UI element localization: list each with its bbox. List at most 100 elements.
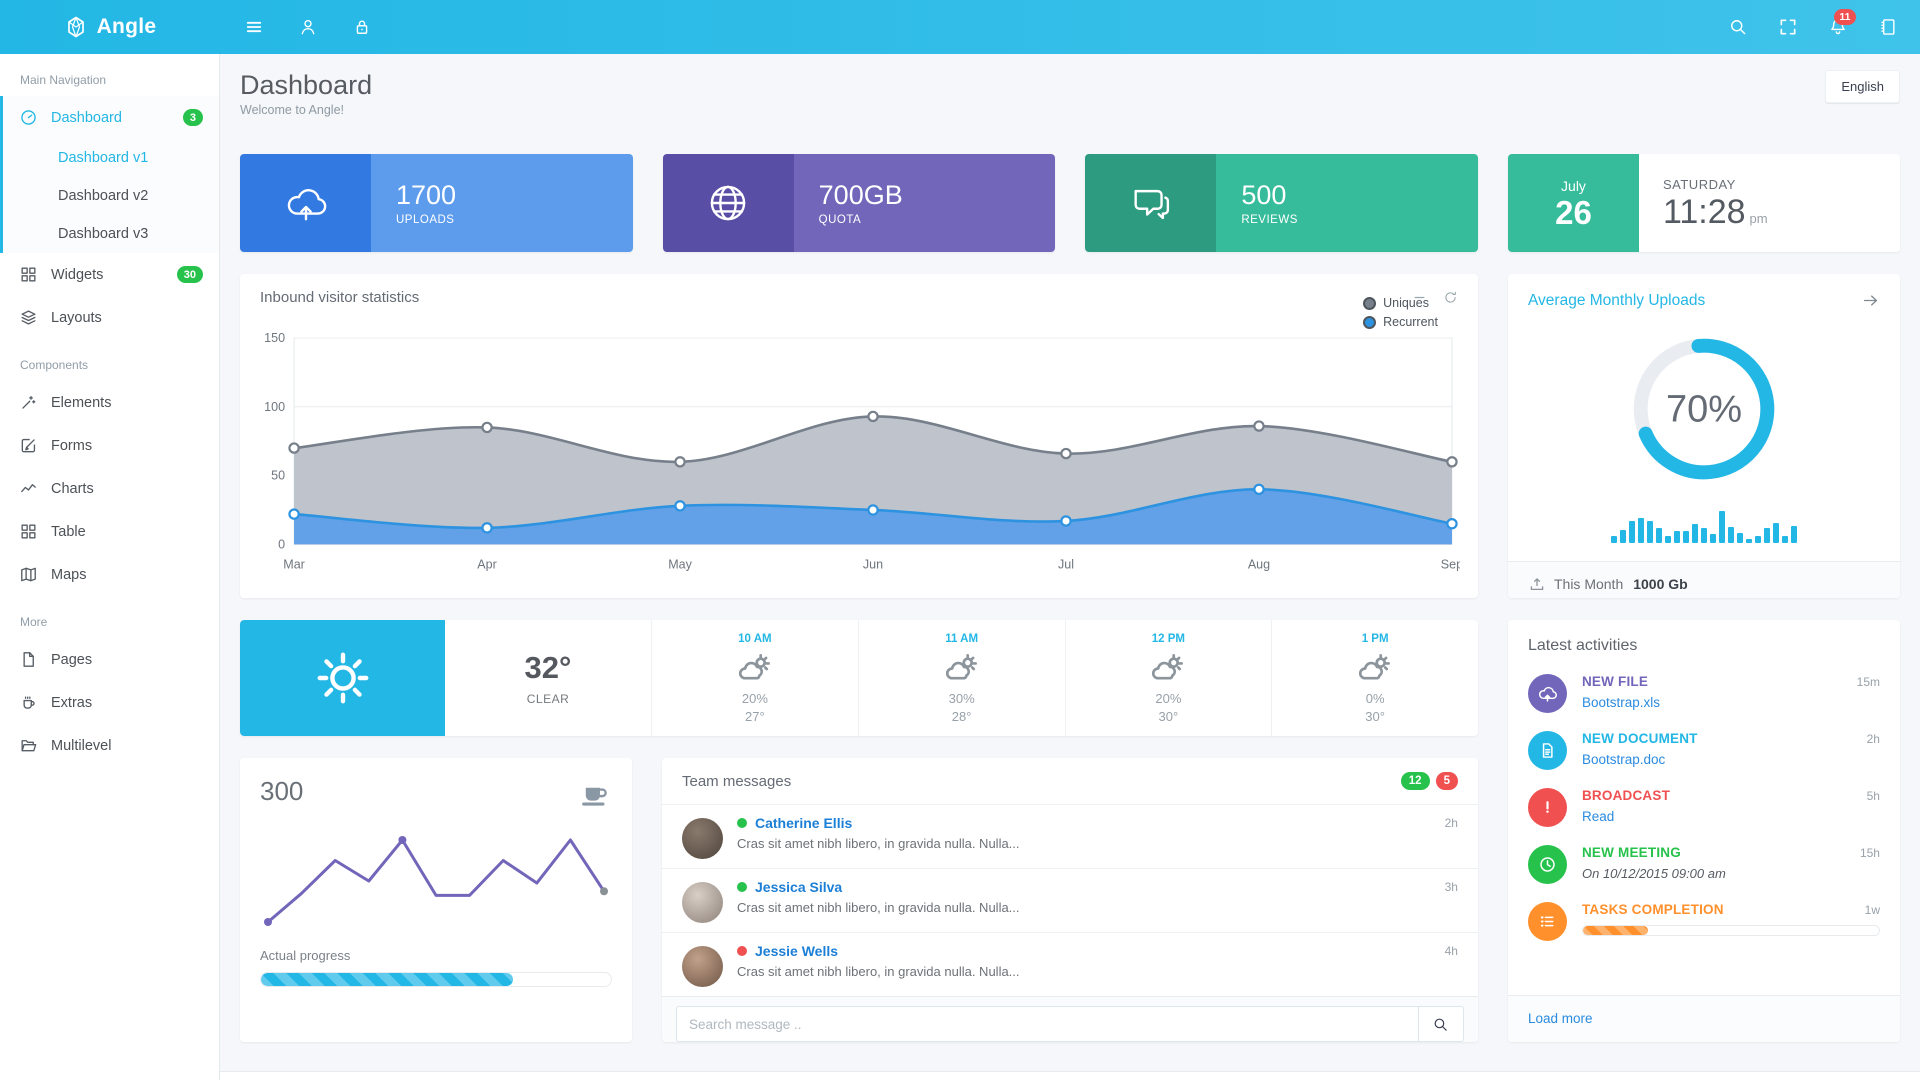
sidebar-item-pages[interactable]: Pages — [0, 638, 219, 681]
brand[interactable]: Angle — [0, 0, 220, 54]
chart-legend: Uniques Recurrent — [1363, 296, 1438, 329]
search-button[interactable] — [1716, 0, 1760, 54]
coffee-cup-icon — [578, 776, 612, 810]
sidebar-section-label: More — [20, 615, 48, 629]
spark-bar — [1646, 521, 1653, 543]
search-message-button[interactable] — [1417, 1006, 1464, 1042]
language-button[interactable]: English — [1825, 70, 1900, 103]
sidebar-item-label: Dashboard — [51, 109, 122, 126]
message-sender-name[interactable]: Jessica Silva — [755, 879, 843, 895]
message-time: 4h — [1444, 944, 1458, 958]
latest-activities-title: Latest activities — [1527, 637, 1638, 654]
activity-time: 2h — [1866, 732, 1880, 746]
legend-label: Uniques — [1383, 296, 1429, 310]
message-sender-name[interactable]: Jessie Wells — [755, 943, 839, 959]
weather-hour-time: 1 PM — [1361, 632, 1389, 645]
lock-screen-button[interactable] — [340, 0, 384, 54]
notebook-icon — [1878, 17, 1898, 37]
spark-bar — [1664, 535, 1671, 543]
weather-hour: 12 PM 20% 30° — [1064, 620, 1272, 736]
sidebar-subitem-dashboard-v3[interactable]: Dashboard v3 — [58, 226, 149, 242]
uploads-bar-sparkline — [1508, 511, 1900, 543]
message-sender-name[interactable]: Catherine Ellis — [755, 815, 853, 831]
activity-link[interactable]: Bootstrap.doc — [1581, 752, 1666, 767]
current-condition: CLEAR — [526, 692, 570, 706]
user-block-button[interactable] — [286, 0, 330, 54]
activity-title: TASKS COMPLETION — [1581, 902, 1724, 917]
sidebar-item-layouts[interactable]: Layouts — [0, 296, 219, 339]
status-dot — [737, 882, 747, 892]
spark-bar — [1628, 521, 1635, 543]
sidebar-subitem-dashboard-v1[interactable]: Dashboard v1 — [58, 150, 149, 166]
sidebar-toggle-button[interactable] — [232, 0, 276, 54]
actual-progress-bar — [260, 972, 612, 987]
sidebar-item-elements[interactable]: Elements — [0, 381, 219, 424]
arrow-right-icon[interactable] — [1861, 291, 1880, 310]
message-time: 3h — [1444, 880, 1458, 894]
average-uploads-title[interactable]: Average Monthly Uploads — [1527, 291, 1706, 309]
load-more-link[interactable]: Load more — [1527, 1011, 1593, 1026]
svg-text:Jun: Jun — [863, 557, 883, 571]
activity-title: NEW MEETING — [1581, 845, 1681, 860]
spark-bar — [1718, 511, 1725, 543]
sidebar-item-forms[interactable]: Forms — [0, 424, 219, 467]
messages-badge-red: 5 — [1435, 772, 1458, 790]
stat-value: 500 — [1241, 180, 1287, 210]
sidebar-item-label: Pages — [51, 651, 93, 668]
cloud-upload-icon — [283, 180, 329, 226]
sidebar-item-widgets[interactable]: Widgets 30 — [0, 253, 219, 296]
weather-hour: 1 PM 0% 30° — [1271, 620, 1478, 736]
spark-bar — [1610, 535, 1617, 543]
svg-text:Mar: Mar — [283, 557, 305, 571]
message-row[interactable]: Jessie Wells 4h Cras sit amet nibh liber… — [662, 933, 1478, 996]
activity-link[interactable]: Bootstrap.xls — [1581, 695, 1661, 710]
sidebar-item-maps[interactable]: Maps — [0, 553, 219, 596]
activity-row: NEW FILE 15m Bootstrap.xls — [1508, 665, 1900, 722]
weather-hour-temp: 28° — [951, 708, 972, 724]
svg-text:Sep: Sep — [1441, 557, 1460, 571]
stat-card-uploads: 1700 UPLOADS — [240, 154, 633, 252]
fullscreen-button[interactable] — [1766, 0, 1810, 54]
stat-label: UPLOADS — [396, 214, 455, 226]
alerts-button[interactable]: 11 — [1816, 0, 1860, 54]
doc-icon — [1537, 740, 1558, 761]
date-day: 26 — [1555, 193, 1592, 231]
activity-row: NEW MEETING 15h On 10/12/2015 09:00 am — [1508, 836, 1900, 893]
cloud-sun-icon — [943, 650, 981, 688]
page-footer — [220, 1071, 1920, 1080]
date-weekday: SATURDAY — [1662, 177, 1736, 192]
spark-bar — [1754, 535, 1761, 543]
svg-text:150: 150 — [264, 331, 285, 345]
search-message-input[interactable] — [676, 1006, 1418, 1042]
file-icon — [19, 650, 38, 669]
message-row[interactable]: Jessica Silva 3h Cras sit amet nibh libe… — [662, 869, 1478, 933]
sidebar-item-multilevel[interactable]: Multilevel — [0, 724, 219, 767]
stat-value: 700GB — [818, 180, 903, 210]
status-dot — [737, 818, 747, 828]
sidebar-item-extras[interactable]: Extras — [0, 681, 219, 724]
sidebar-item-dashboard[interactable]: Dashboard 3 — [3, 96, 219, 139]
folder-open-icon — [19, 736, 38, 755]
spark-bar — [1619, 529, 1626, 543]
message-row[interactable]: Catherine Ellis 2h Cras sit amet nibh li… — [662, 805, 1478, 869]
svg-text:50: 50 — [271, 469, 285, 483]
activity-icon-circle — [1527, 674, 1567, 713]
message-text: Cras sit amet nibh libero, in gravida nu… — [737, 836, 1020, 851]
sidebar-item-label: Layouts — [51, 309, 102, 326]
spark-bar — [1637, 518, 1644, 543]
sidebar-item-label: Charts — [51, 480, 94, 497]
sidebar-item-table[interactable]: Table — [0, 510, 219, 553]
activity-link[interactable]: Read — [1581, 809, 1615, 824]
progress-card: 300 Actual progress — [240, 758, 632, 1042]
weather-hour-precipitation: 0% — [1365, 690, 1385, 706]
activity-icon-circle — [1527, 845, 1567, 884]
activity-title: NEW DOCUMENT — [1581, 731, 1698, 746]
svg-text:Aug: Aug — [1248, 557, 1270, 571]
sun-icon — [312, 647, 374, 709]
sidebar-item-charts[interactable]: Charts — [0, 467, 219, 510]
refresh-panel-icon[interactable] — [1443, 290, 1458, 305]
date-card: July 26 SATURDAY 11:28 pm — [1507, 154, 1900, 252]
collapse-panel-icon[interactable] — [1412, 290, 1427, 305]
offsidebar-button[interactable] — [1866, 0, 1910, 54]
sidebar-subitem-dashboard-v2[interactable]: Dashboard v2 — [58, 188, 149, 204]
